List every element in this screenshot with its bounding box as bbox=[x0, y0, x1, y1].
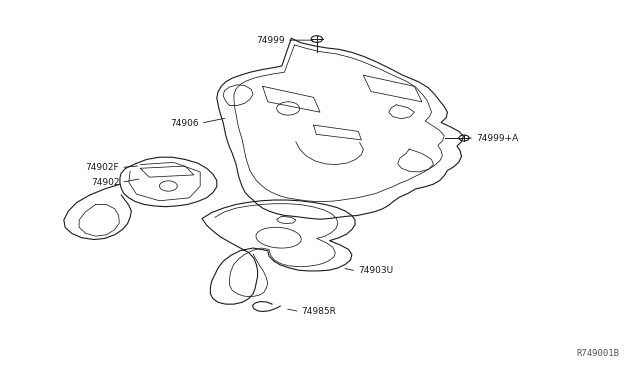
Text: 74999+A: 74999+A bbox=[476, 134, 518, 142]
Text: 74902: 74902 bbox=[91, 178, 119, 187]
Text: R749001B: R749001B bbox=[577, 349, 620, 358]
Text: 74903U: 74903U bbox=[358, 266, 394, 275]
Text: 74999: 74999 bbox=[257, 36, 285, 45]
Text: 74902F: 74902F bbox=[86, 163, 119, 172]
Text: 74906: 74906 bbox=[170, 119, 199, 128]
Text: 74985R: 74985R bbox=[301, 307, 336, 316]
